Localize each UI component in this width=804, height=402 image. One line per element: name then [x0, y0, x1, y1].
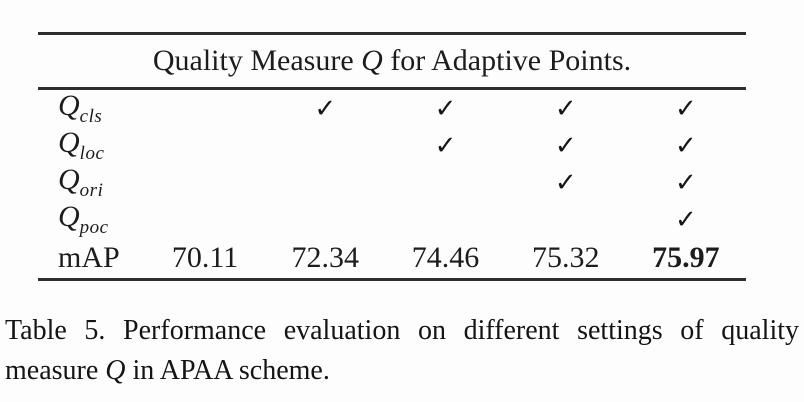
- math-subscript: cls: [79, 106, 103, 127]
- math-symbol: Q: [58, 163, 80, 196]
- row-label-qori: Qori: [38, 163, 145, 202]
- header-math-q: Q: [361, 44, 383, 77]
- math-symbol: Q: [58, 200, 80, 233]
- table-caption: Table 5. Performance evaluation on diffe…: [5, 311, 799, 391]
- table-row-qori: Qori ✓ ✓: [38, 163, 746, 202]
- caption-line2: measure Q in APAA scheme.: [5, 351, 799, 391]
- check-cell: ✓: [675, 130, 697, 160]
- row-label-qloc: Qloc: [38, 126, 145, 165]
- map-value: 74.46: [411, 241, 480, 274]
- row-label-map: mAP: [58, 241, 120, 274]
- map-value: 75.32: [531, 241, 600, 274]
- table-row-qcls: Qcls ✓ ✓ ✓ ✓: [38, 89, 746, 128]
- map-value: 70.11: [171, 241, 239, 274]
- check-cell: ✓: [314, 93, 337, 123]
- caption-math-q: Q: [105, 355, 126, 386]
- math-subscript: ori: [79, 180, 104, 201]
- check-cell: ✓: [434, 130, 457, 160]
- row-label-qpoc: Qpoc: [38, 200, 145, 239]
- math-symbol: Q: [58, 126, 80, 159]
- results-table: Quality Measure Q for Adaptive Points. Q…: [38, 32, 746, 281]
- check-cell: ✓: [675, 93, 697, 123]
- math-symbol: Q: [58, 89, 80, 122]
- table-row-qpoc: Qpoc ✓: [38, 200, 746, 239]
- table-row-qloc: Qloc ✓ ✓ ✓: [38, 126, 746, 165]
- math-subscript: poc: [79, 217, 109, 238]
- table-rule-top: [38, 32, 746, 35]
- caption-line1: Table 5. Performance evaluation on diffe…: [5, 315, 799, 346]
- table-rule-bottom: [38, 278, 746, 281]
- check-cell: ✓: [434, 93, 457, 123]
- check-cell: ✓: [675, 204, 697, 234]
- caption-line2-post: in APAA scheme.: [125, 355, 330, 386]
- map-value: 72.34: [291, 241, 360, 274]
- table-rule-mid: [38, 87, 746, 90]
- row-label-qcls: Qcls: [38, 89, 145, 128]
- check-cell: ✓: [675, 167, 697, 197]
- header-text-post: for Adaptive Points.: [382, 44, 632, 77]
- math-subscript: loc: [79, 143, 105, 164]
- caption-line2-pre: measure: [5, 355, 106, 386]
- check-cell: ✓: [554, 93, 577, 123]
- table-header: Quality Measure Q for Adaptive Points.: [38, 35, 746, 87]
- header-text-pre: Quality Measure: [152, 44, 362, 77]
- map-value-best: 75.97: [652, 241, 720, 274]
- check-cell: ✓: [554, 167, 577, 197]
- table-row-map: mAP 70.11 72.34 74.46 75.32 75.97: [38, 238, 746, 278]
- check-cell: ✓: [554, 130, 577, 160]
